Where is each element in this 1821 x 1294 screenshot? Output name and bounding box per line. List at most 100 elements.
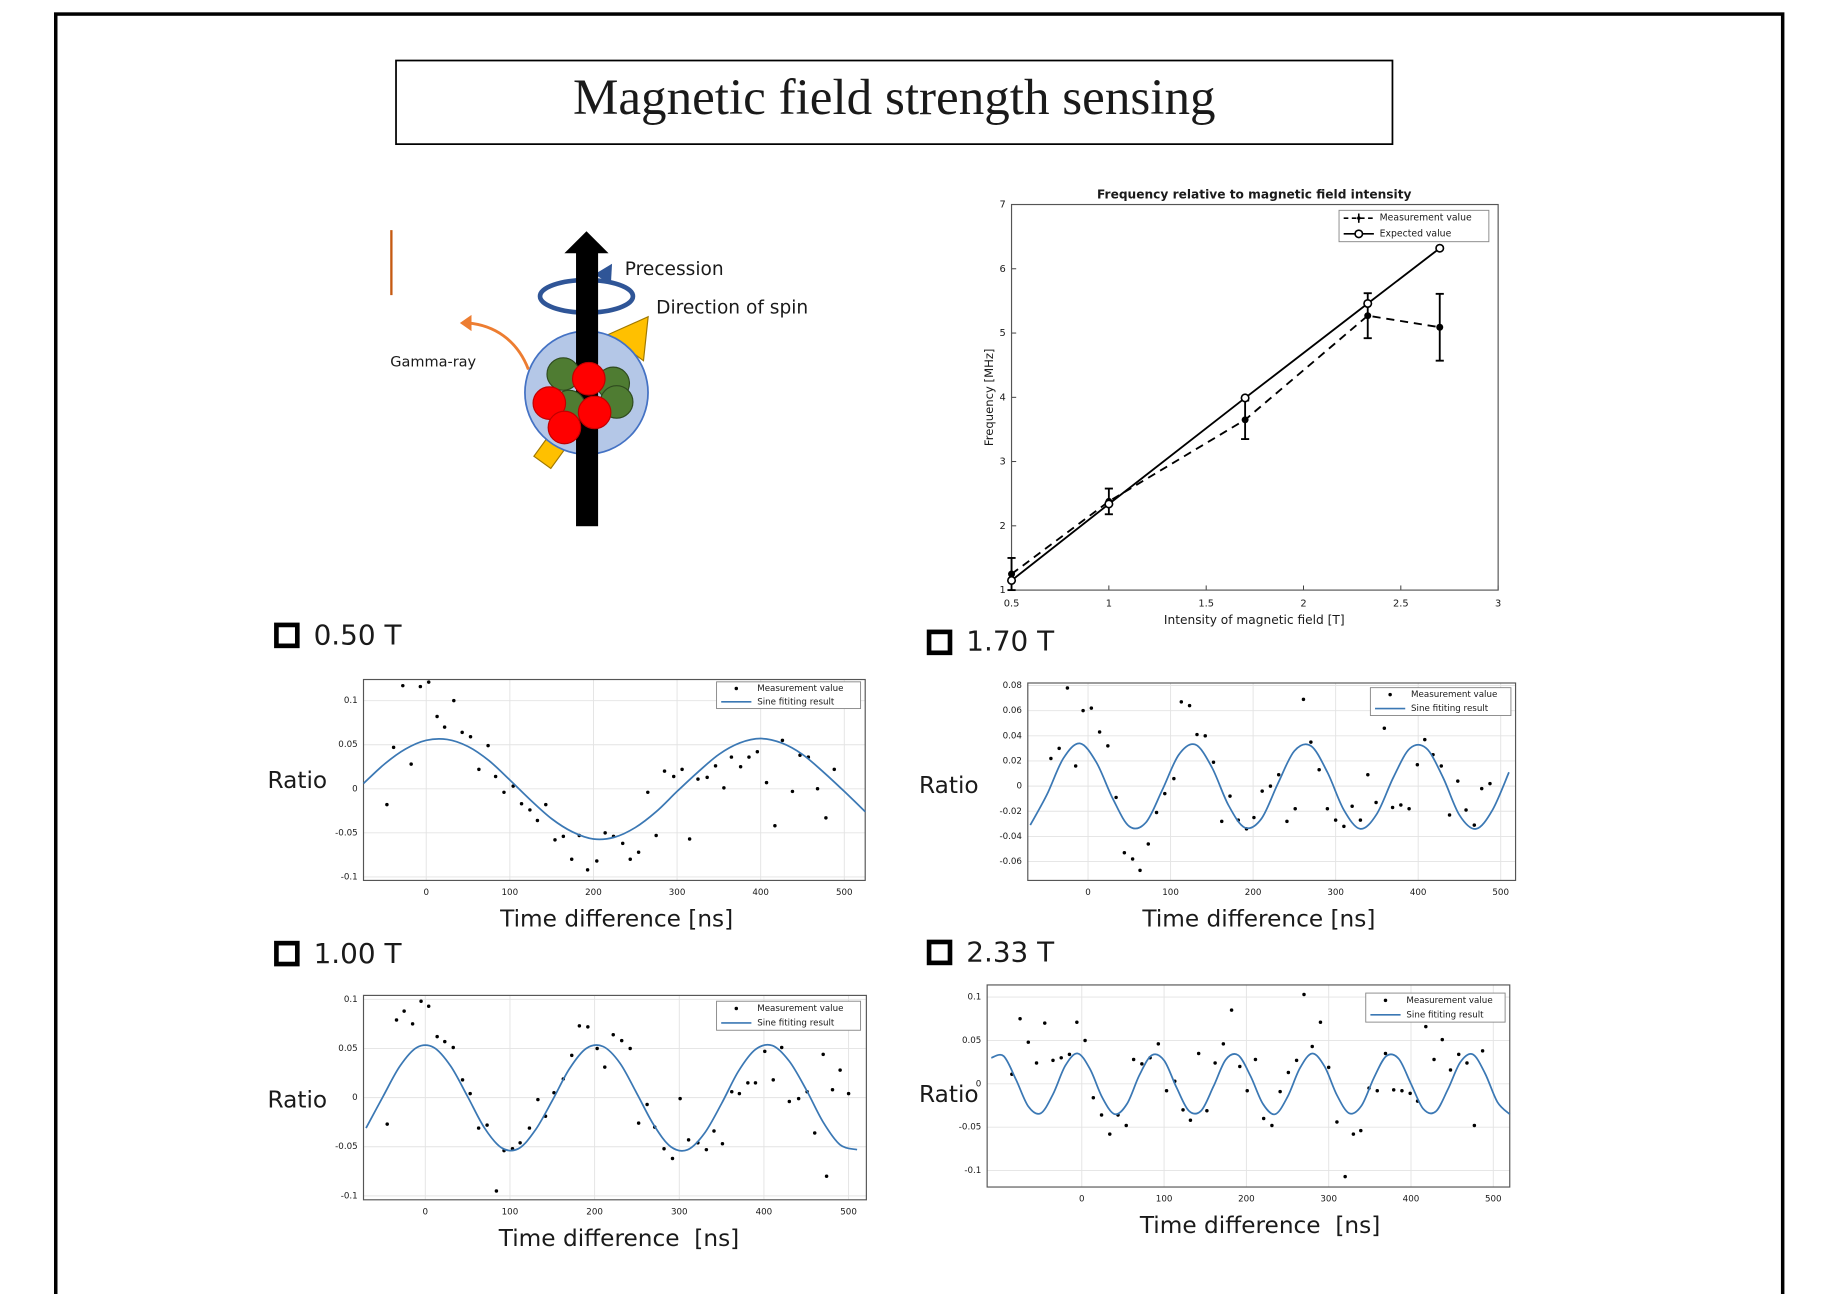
- marker: [764, 780, 769, 785]
- marker: [1220, 819, 1224, 824]
- marker: [1390, 805, 1395, 810]
- marker: [1358, 818, 1363, 822]
- marker: [519, 802, 524, 806]
- y-tick-label: -0.05: [335, 828, 358, 838]
- y-tick-label: 0.06: [1003, 706, 1022, 716]
- marker: [763, 1049, 767, 1054]
- x-tick-label: 300: [1320, 1195, 1337, 1205]
- panel-title: 0.50 T: [314, 619, 403, 652]
- marker: [796, 1096, 801, 1101]
- gamma-path: [467, 321, 530, 370]
- marker: [1154, 810, 1159, 815]
- x-tick-label: 3: [1495, 598, 1501, 609]
- marker: [1424, 1024, 1428, 1029]
- legend-marker: [734, 686, 739, 691]
- marker: [696, 777, 700, 781]
- marker: [1081, 708, 1085, 713]
- y-axis-label: Frequency [MHz]: [982, 349, 996, 447]
- chart-title: Frequency relative to magnetic field int…: [1097, 188, 1412, 202]
- y-tick-label: -0.1: [341, 872, 358, 882]
- marker: [1342, 824, 1346, 829]
- marker: [1106, 744, 1110, 748]
- x-tick-label: 0: [423, 888, 429, 898]
- marker: [486, 743, 490, 748]
- marker: [477, 767, 481, 772]
- slide-border: [54, 12, 1785, 1294]
- y-tick-label: 1: [999, 585, 1005, 596]
- marker: [1163, 791, 1167, 796]
- marker: [1179, 700, 1184, 704]
- y-axis-label: Ratio: [267, 767, 327, 794]
- marker: [1156, 1042, 1161, 1046]
- marker: [680, 767, 684, 772]
- x-tick-label: 500: [1485, 1195, 1502, 1205]
- y-tick-label: -0.02: [999, 807, 1022, 817]
- marker: [1435, 243, 1445, 253]
- y-tick-label: 4: [999, 392, 1005, 403]
- marker: [838, 1068, 842, 1072]
- marker: [771, 1078, 775, 1082]
- chart: 0 100 200 300 400 500 -0.1 -0.05 0 0.05 0.1 Measure…: [267, 619, 866, 932]
- x-tick-label: 1: [1106, 598, 1112, 609]
- x-tick-label: 200: [586, 1207, 603, 1217]
- marker: [435, 1034, 439, 1039]
- marker: [678, 1096, 682, 1101]
- marker: [1260, 789, 1264, 793]
- marker: [460, 730, 464, 735]
- legend-box: [1365, 992, 1506, 1023]
- y-tick-label: 7: [999, 200, 1005, 211]
- x-tick-label: 300: [669, 888, 686, 898]
- marker: [1108, 1132, 1112, 1136]
- marker: [824, 816, 828, 820]
- marker: [611, 1032, 615, 1037]
- marker: [1089, 706, 1094, 710]
- panel-title: 2.33 T: [966, 936, 1055, 969]
- legend-label: Sine fititing result: [1406, 1010, 1484, 1020]
- y-tick-label: -0.1: [964, 1166, 981, 1176]
- marker: [494, 1189, 499, 1193]
- marker: [1382, 726, 1387, 731]
- marker: [798, 753, 802, 758]
- marker: [746, 1081, 750, 1085]
- marker: [1164, 1089, 1169, 1093]
- marker: [1213, 1061, 1217, 1065]
- y-tick-label: 0.05: [338, 1044, 357, 1054]
- marker: [391, 745, 396, 750]
- marker: [1465, 1061, 1469, 1065]
- marker: [1131, 1057, 1136, 1062]
- marker: [518, 1141, 522, 1145]
- slide-title: Magnetic field strength sensing: [573, 69, 1216, 126]
- x-axis-label: Time difference [ns]: [1139, 1212, 1380, 1239]
- legend-marker: [1354, 229, 1364, 239]
- marker: [628, 1046, 632, 1051]
- marker: [747, 755, 751, 759]
- marker: [1140, 1062, 1144, 1066]
- marker: [1488, 781, 1492, 786]
- marker: [738, 765, 743, 769]
- marker: [1375, 1089, 1379, 1093]
- legend-marker: [1388, 692, 1392, 697]
- panel-checkbox: [274, 940, 300, 967]
- legend-marker: [1383, 998, 1388, 1003]
- panel-checkbox: [274, 622, 300, 649]
- x-tick-label: 500: [840, 1207, 857, 1217]
- panel-title: 1.00 T: [314, 937, 403, 970]
- marker: [1083, 1038, 1087, 1043]
- x-tick-label: 2: [1300, 598, 1306, 609]
- marker: [1335, 1120, 1339, 1124]
- chart: 0 100 200 300 400 500 -0.06 -0.04 -0.02 0 0.02 0.04…: [919, 624, 1517, 932]
- marker: [1253, 1057, 1258, 1062]
- marker: [1407, 807, 1411, 811]
- marker: [1252, 815, 1256, 820]
- marker: [1051, 1058, 1055, 1063]
- marker: [1310, 1044, 1314, 1049]
- marker: [645, 1102, 649, 1107]
- marker: [595, 1046, 599, 1051]
- marker: [1436, 323, 1444, 331]
- marker: [1114, 795, 1118, 800]
- marker: [569, 857, 574, 862]
- chart: 0 100 200 300 400 500 -0.1 -0.05 0 0.05 0.1 Measure…: [267, 937, 867, 1252]
- marker: [409, 762, 413, 766]
